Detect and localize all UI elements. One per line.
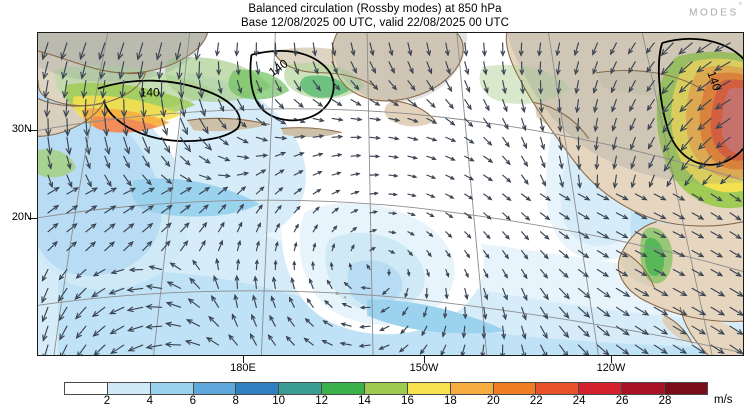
graticule-layer xyxy=(38,33,743,355)
page-title: Balanced circulation (Rossby modes) at 8… xyxy=(248,3,502,15)
brand-mark: ° xyxy=(738,0,742,10)
colorbar-segment-10 xyxy=(493,383,537,394)
lat-tick-20n xyxy=(28,218,37,219)
lon-tick-120w xyxy=(611,356,612,363)
lon-label-180e: 180E xyxy=(230,362,256,374)
colorbar-segment-0 xyxy=(65,383,108,394)
colorbar-segment-9 xyxy=(450,383,494,394)
colorbar-segment-1 xyxy=(107,383,151,394)
colorbar-segment-13 xyxy=(622,383,666,394)
lon-tick-150w xyxy=(424,356,425,363)
lon-label-150w: 150W xyxy=(409,362,439,374)
colorbar-tick-24: 24 xyxy=(572,395,586,407)
wind-vector-heads xyxy=(41,45,743,355)
colorbar-tick-2: 2 xyxy=(103,395,111,407)
wind-vector-layer xyxy=(41,42,743,355)
colorbar-segment-2 xyxy=(150,383,194,394)
colorbar-tick-26: 26 xyxy=(615,395,629,407)
colorbar-tick-20: 20 xyxy=(486,395,500,407)
contour-label-2: 140 xyxy=(704,69,724,93)
colorbar-segment-3 xyxy=(193,383,237,394)
contour-label-0: 140 xyxy=(140,86,160,100)
lat-tick-30n xyxy=(28,130,37,131)
colorbar xyxy=(64,382,708,395)
map-plot-area: 140 140 140 xyxy=(37,32,744,356)
colorbar-tick-22: 22 xyxy=(529,395,543,407)
colorbar-tick-8: 8 xyxy=(232,395,239,407)
colorbar-segment-5 xyxy=(279,383,323,394)
colorbar-tick-14: 14 xyxy=(358,395,371,407)
colorbar-segment-4 xyxy=(236,383,280,394)
colorbar-tick-16: 16 xyxy=(401,395,414,407)
colorbar-tick-10: 10 xyxy=(272,395,286,407)
lat-label-30n: 30N xyxy=(11,123,32,135)
lon-label-120w: 120W xyxy=(596,362,626,374)
brand-text: MODES xyxy=(689,7,739,19)
colorbar-segment-7 xyxy=(365,383,408,394)
chart-title-block: Balanced circulation (Rossby modes) at 8… xyxy=(0,2,750,30)
land-shade-layer xyxy=(38,33,743,184)
colorbar-segment-8 xyxy=(407,383,451,394)
chart-subtitle: Base 12/08/2025 00 UTC, valid 22/08/2025… xyxy=(240,17,510,29)
wind-vector-shafts xyxy=(41,42,743,355)
colorbar-segment-14 xyxy=(665,383,707,394)
colorbar-segment-12 xyxy=(579,383,623,394)
lat-label-20n: 20N xyxy=(11,211,32,223)
colorbar-tick-4: 4 xyxy=(146,395,154,407)
lon-tick-180e xyxy=(243,356,244,363)
colorbar-tick-18: 18 xyxy=(443,395,457,407)
modes-logo: MODES° xyxy=(689,0,742,19)
colorbar-tick-6: 6 xyxy=(189,395,196,407)
colorbar-unit-label: m/s xyxy=(714,394,733,406)
colorbar-segment-6 xyxy=(322,383,366,394)
colorbar-tick-12: 12 xyxy=(315,395,328,407)
colorbar-segment-11 xyxy=(536,383,580,394)
colorbar-tick-28: 28 xyxy=(658,395,672,407)
